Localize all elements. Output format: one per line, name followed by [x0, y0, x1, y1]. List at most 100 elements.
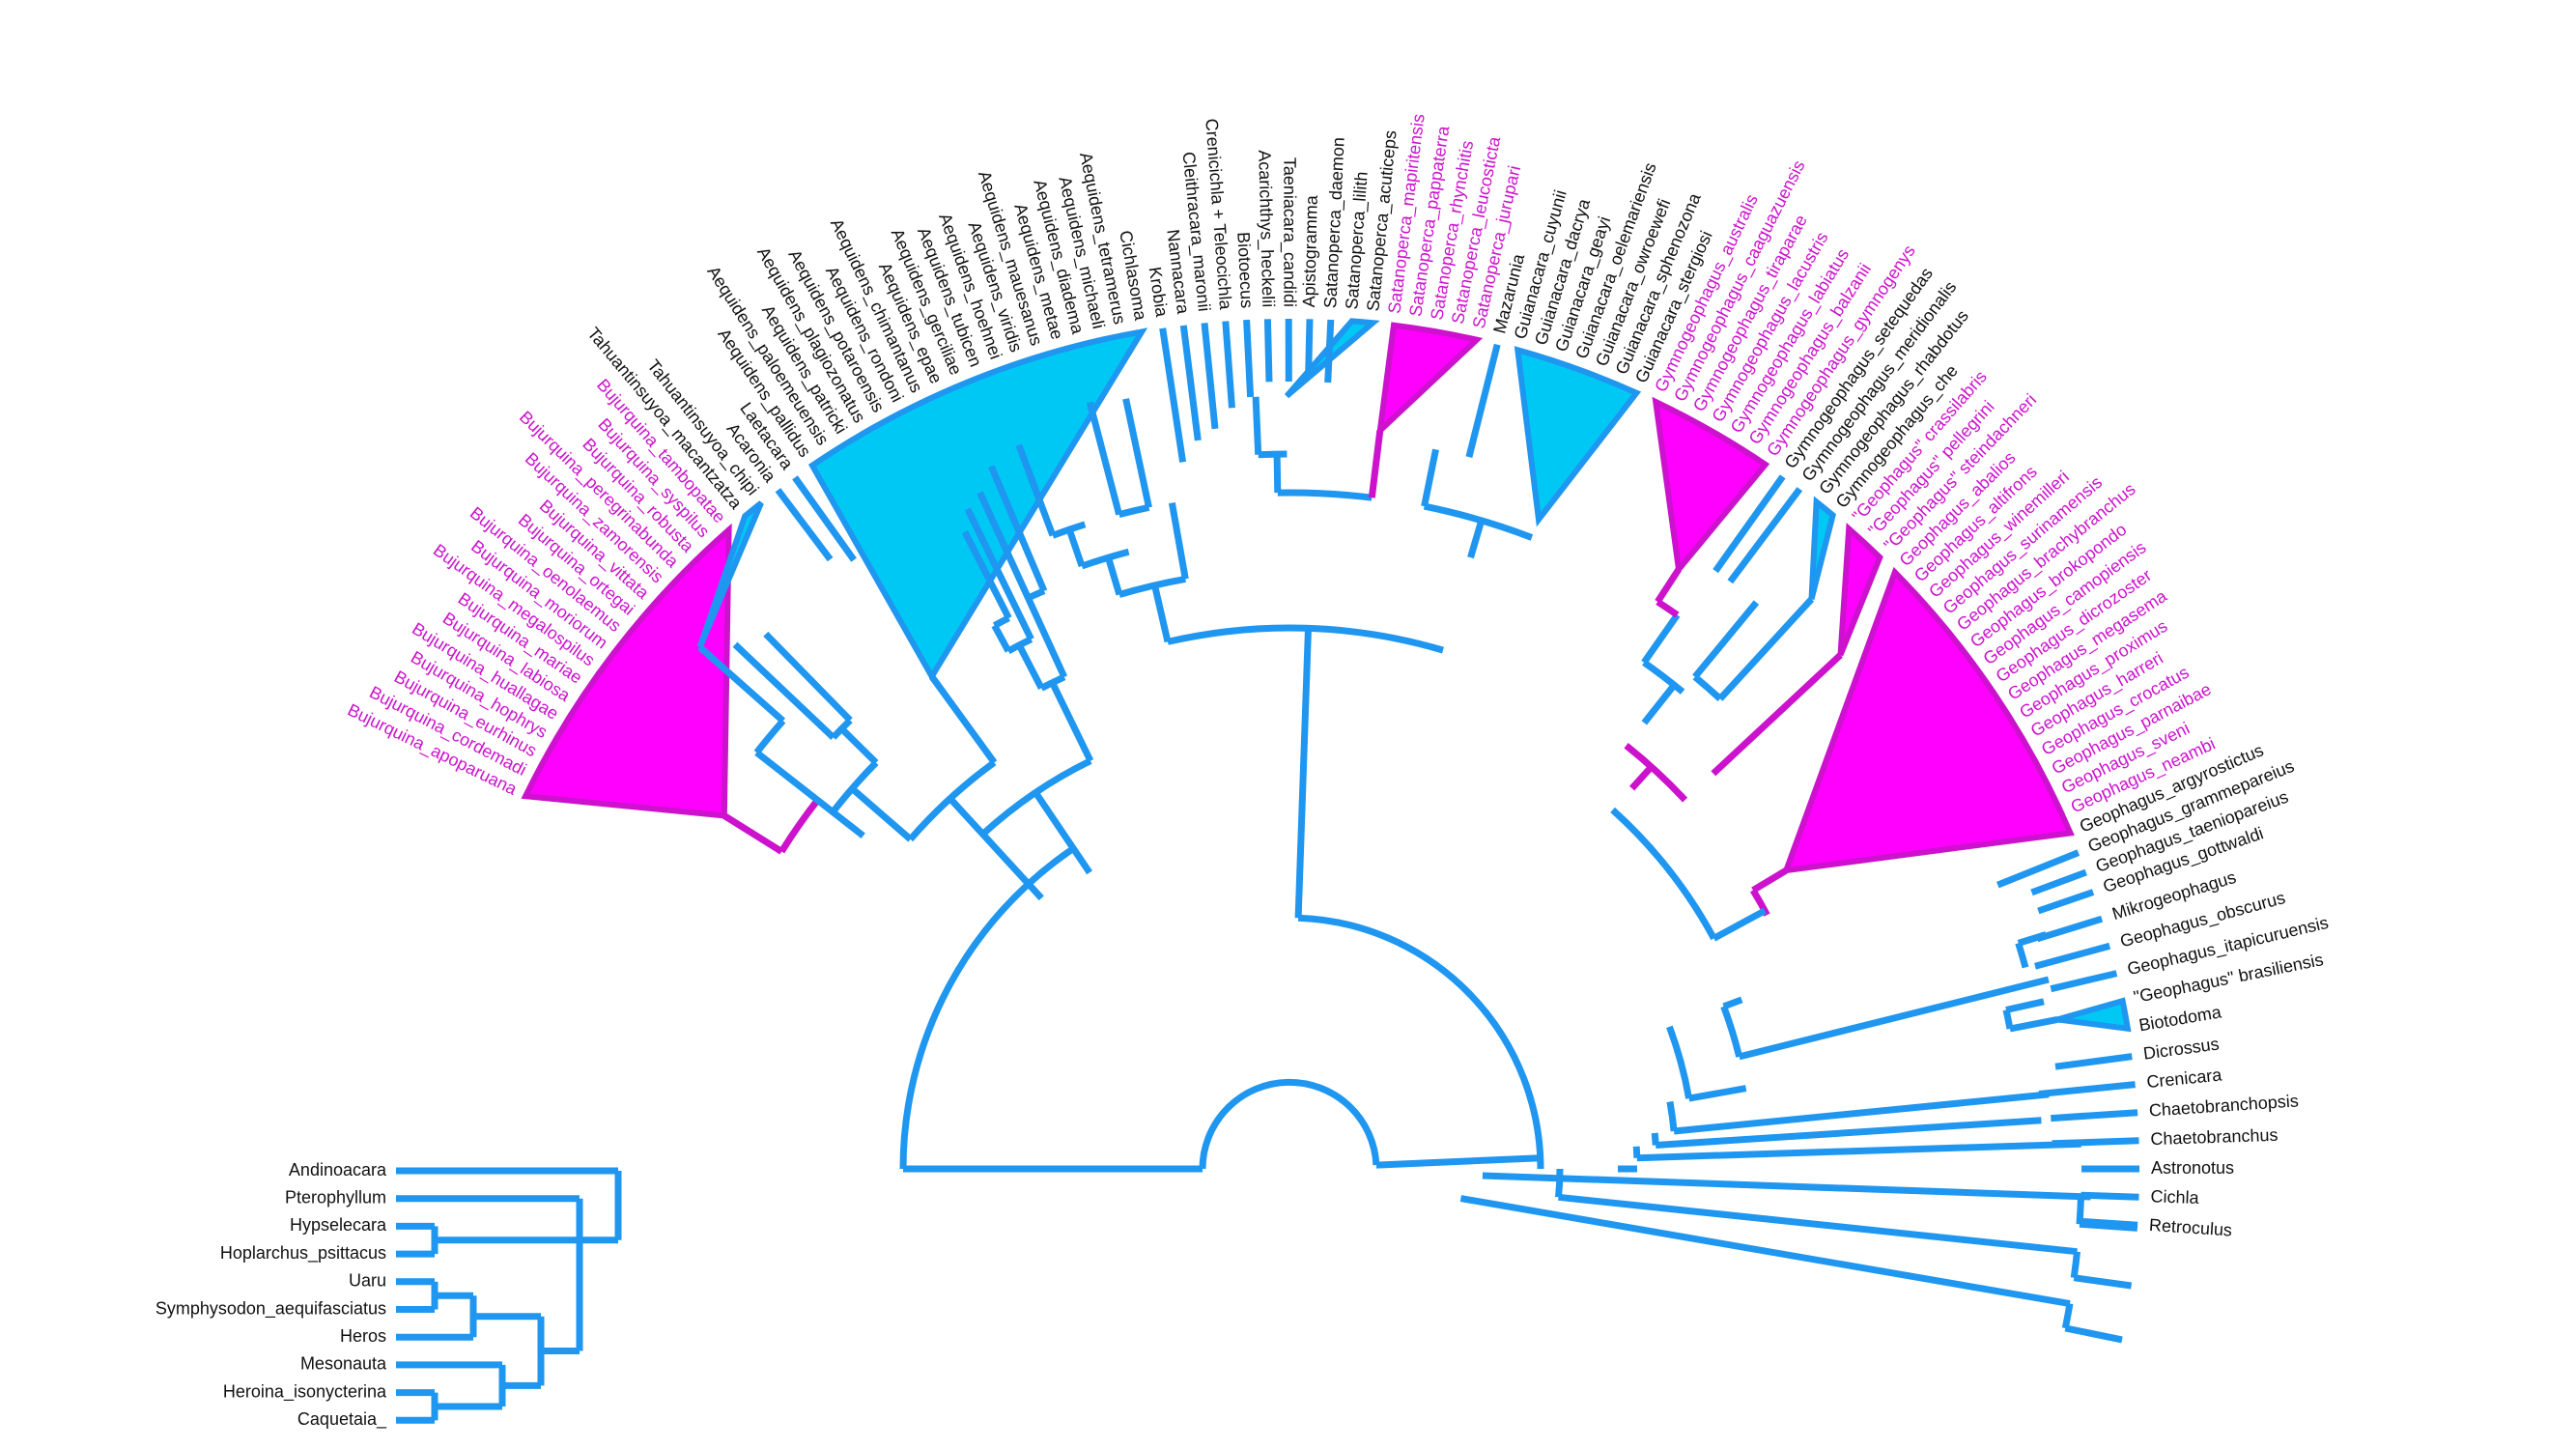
tip-label: Hypselecara [290, 1215, 387, 1235]
tip-label: Apistogramma [1299, 194, 1321, 307]
branch-arc-59 [1118, 503, 1150, 518]
branch-segment-95 [2009, 1015, 2058, 1033]
branch-segment-69 [1151, 584, 1172, 643]
branch-segment-66 [1368, 430, 1384, 498]
tip-label: Biotodoma [2137, 1002, 2223, 1035]
branch-segment-1 [792, 475, 857, 562]
branch-segment-43 [991, 623, 1011, 653]
branch-segment-32 [732, 641, 836, 740]
branch-segment-31 [754, 750, 865, 838]
branch-segment-118 [1375, 1154, 1541, 1169]
branch-arc-117 [1297, 914, 1544, 1170]
branch-arc-87 [1750, 888, 1770, 917]
tip-label: Chaetobranchopsis [2148, 1091, 2299, 1120]
branch-segment-21 [2038, 1081, 2136, 1097]
branch-arc-63 [1258, 450, 1288, 459]
tip-label: Dicrossus [2142, 1034, 2221, 1063]
collapsed-clades [521, 318, 2132, 1033]
branch-segment-20 [2054, 1053, 2133, 1070]
branch-arc-93 [2015, 942, 2029, 969]
branch-segment-60 [1122, 398, 1152, 509]
branch-segment-72 [1467, 519, 1486, 559]
branch-segment-53 [1033, 790, 1093, 875]
branch-segment-115 [2064, 1324, 2123, 1344]
branch-segment-62 [1252, 396, 1262, 455]
branch-arc-50 [1026, 587, 1046, 602]
branch-segment-101 [1673, 1091, 2050, 1135]
tip-label: Andinoacara [289, 1160, 387, 1179]
branch-segment-90 [1722, 996, 1743, 1010]
branch-segment-105 [1636, 1140, 2081, 1162]
branch-segment-98 [1687, 1085, 1747, 1102]
collapsed-clade-10 [2056, 997, 2132, 1033]
branch-arc-121 [899, 845, 1076, 1170]
branch-segment-3 [1179, 325, 1202, 441]
tree-branches [396, 318, 2139, 1424]
branch-segment-75 [1655, 567, 1682, 604]
branch-segment-16 [2037, 889, 2095, 915]
branch-arc-116 [1555, 1168, 1564, 1198]
branch-arc-28 [778, 798, 821, 854]
branch-segment-51 [1049, 681, 1094, 763]
collapsed-clade-0 [521, 523, 732, 819]
tip-label: Astronotus [2151, 1158, 2234, 1178]
tip-label: Crenicara [2145, 1065, 2223, 1092]
tip-label: Acarichthys_heckelii [1254, 150, 1278, 308]
branch-segment-114 [1459, 1195, 2071, 1308]
collapsed-clade-2 [807, 327, 1148, 683]
branch-arc-65 [1277, 489, 1373, 501]
branch-arc-36 [830, 760, 879, 814]
branch-segment-92 [2017, 931, 2048, 947]
branch-segment-15 [2030, 868, 2087, 896]
branch-arc-81 [1642, 659, 1685, 695]
branch-segment-64 [1273, 454, 1282, 494]
branch-segment-46 [1016, 643, 1045, 691]
branch-arc-68 [1118, 575, 1186, 598]
branch-arc-47 [1039, 673, 1066, 692]
branch-segment-37 [849, 785, 913, 842]
branch-segment-94 [1738, 976, 2050, 1061]
branch-segment-41 [961, 530, 1012, 620]
tip-label: Mesonauta [300, 1354, 387, 1374]
branch-arc-52 [980, 757, 1092, 838]
branch-segment-2 [1159, 327, 1187, 463]
branch-segment-27 [722, 812, 784, 855]
branch-segment-6 [1243, 319, 1255, 398]
branch-arc-119 [1199, 1078, 1380, 1170]
tip-label: Chaetobranchus [2150, 1125, 2279, 1149]
branch-segment-17 [2036, 915, 2104, 943]
branch-segment-56 [1065, 527, 1086, 568]
collapsed-clade-6 [1652, 396, 1770, 577]
branch-arc-99 [1666, 1025, 1693, 1099]
branch-segment-74 [1294, 628, 1312, 919]
branch-segment-54 [1015, 443, 1057, 537]
branch-segment-88 [1712, 907, 1767, 942]
tip-label: Symphysodon_aequifasciatus [156, 1298, 386, 1319]
branch-segment-10 [1324, 319, 1335, 384]
branch-arc-89 [1610, 807, 1717, 941]
branch-segment-13 [1727, 487, 1803, 584]
tip-label: Retroculus [2148, 1215, 2232, 1240]
branch-segment-22 [2051, 1109, 2138, 1122]
tip-label: Heros [340, 1326, 386, 1346]
branch-segment-109 [2079, 1220, 2138, 1232]
branch-segment-48 [977, 491, 1068, 679]
collapsed-clade-8 [1837, 523, 1883, 657]
branch-arc-91 [1720, 1005, 1743, 1058]
branch-arc-96 [2002, 1009, 2014, 1030]
branch-segment-14 [1996, 849, 2081, 889]
branch-arc-79 [1692, 673, 1723, 701]
branch-segment-97 [2005, 998, 2045, 1013]
branch-segment-39 [928, 674, 998, 765]
branch-segment-35 [838, 725, 879, 765]
branch-segment-11 [1465, 343, 1501, 458]
branch-segment-34 [763, 631, 853, 724]
tip-label: Hoplarchus_psittacus [220, 1243, 386, 1264]
branch-segment-4 [1201, 323, 1219, 430]
branch-segment-85 [1629, 764, 1655, 791]
branch-segment-103 [1655, 1117, 2042, 1149]
branch-segment-67 [1168, 501, 1189, 581]
branch-segment-83 [1711, 652, 1843, 777]
tip-label: Taeniacara_candidi [1279, 157, 1299, 307]
branch-segment-49 [988, 465, 1048, 593]
